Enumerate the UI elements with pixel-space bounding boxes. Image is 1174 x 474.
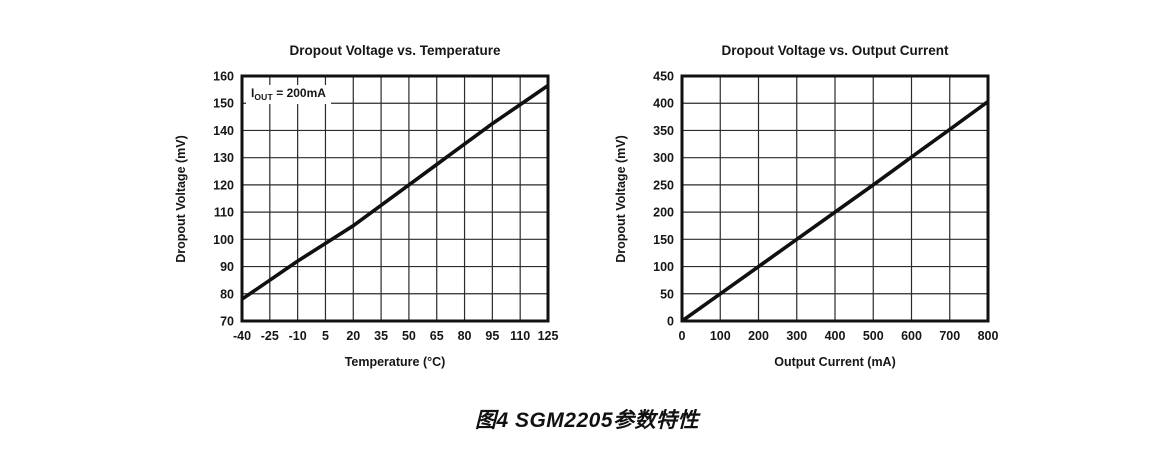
svg-text:300: 300 [653,151,674,165]
plot-area: 0 50 100 150 200 250 300 350 400 450 0 100 200 300 400… [653,70,998,344]
annotation-value: = 200mA [272,86,326,100]
svg-text:700: 700 [939,329,960,343]
svg-text:300: 300 [786,329,807,343]
svg-text:150: 150 [653,233,674,247]
annotation-base: I [251,86,255,100]
svg-text:100: 100 [653,260,674,274]
svg-text:80: 80 [458,329,472,343]
x-axis-label: Output Current (mA) [774,355,896,369]
chart-dropout-vs-output-current: Dropout Voltage vs. Output Current Dropo… [614,43,998,369]
svg-text:20: 20 [346,329,360,343]
x-axis-label: Temperature (°C) [344,355,446,369]
svg-text:-40: -40 [233,329,251,343]
chart-title: Dropout Voltage vs. Output Current [721,43,949,58]
svg-text:200: 200 [748,329,769,343]
y-axis-label-text: Dropout Voltage (mV) [614,134,629,263]
svg-text:100: 100 [213,233,234,247]
y-axis-label-text: Dropout Voltage (mV) [174,134,189,263]
plot-area: 70 80 90 100 110 120 130 140 150 160 -40 -25 -10 5 20 3… [213,70,558,344]
svg-text:5: 5 [322,329,329,343]
svg-text:-10: -10 [289,329,307,343]
svg-text:600: 600 [901,329,922,343]
svg-text:110: 110 [214,206,234,220]
svg-text:200: 200 [653,206,674,220]
figure-caption: 图4 SGM2205参数特性 [474,409,700,432]
svg-text:50: 50 [660,287,674,301]
annotation-subscript: OUT [254,92,273,102]
svg-text:100: 100 [710,329,731,343]
svg-text:95: 95 [485,329,499,343]
y-axis-label: Dropout Voltage (mV) [610,76,632,321]
svg-text:400: 400 [653,97,674,111]
svg-text:70: 70 [220,315,234,329]
svg-text:500: 500 [863,329,884,343]
svg-text:250: 250 [653,178,674,192]
svg-text:110: 110 [510,329,530,343]
svg-text:80: 80 [220,287,234,301]
y-axis-label: Dropout Voltage (mV) [170,76,192,321]
svg-text:65: 65 [430,329,444,343]
svg-text:130: 130 [213,151,234,165]
svg-text:0: 0 [679,329,686,343]
iout-annotation: IOUT = 200mA [246,85,331,105]
svg-text:0: 0 [667,315,674,329]
svg-text:35: 35 [374,329,388,343]
chart-dropout-vs-temperature: Dropout Voltage vs. Temperature Dropout … [174,43,558,369]
chart-title: Dropout Voltage vs. Temperature [289,43,501,58]
svg-text:140: 140 [213,124,234,138]
svg-text:90: 90 [220,260,234,274]
svg-text:800: 800 [978,329,999,343]
svg-text:350: 350 [653,124,674,138]
svg-text:-25: -25 [261,329,279,343]
svg-text:120: 120 [213,178,234,192]
svg-text:150: 150 [213,97,234,111]
svg-text:400: 400 [825,329,846,343]
svg-text:160: 160 [213,70,234,84]
svg-text:50: 50 [402,329,416,343]
svg-text:125: 125 [538,329,559,343]
svg-text:450: 450 [653,70,674,84]
